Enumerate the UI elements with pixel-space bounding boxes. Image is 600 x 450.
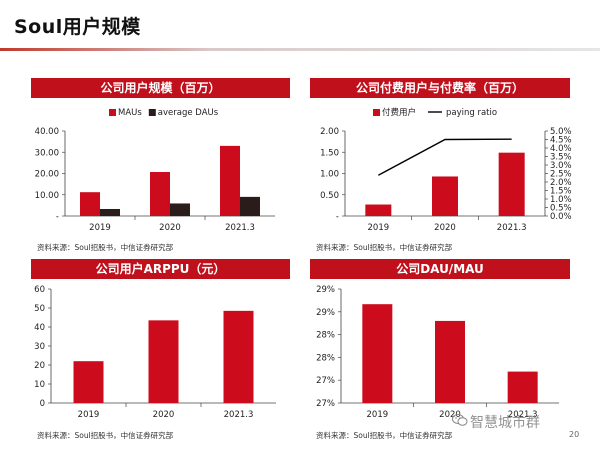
bar <box>432 176 458 216</box>
chart-users: - 10.00 20.00 30.00 40.00 2019 2020 2021.3 MAUs a… <box>35 108 275 233</box>
x-tick-label: 2019 <box>78 410 100 420</box>
y-tick-label: 28% <box>316 331 335 341</box>
y2-tick-label: 4.0% <box>550 144 572 154</box>
chart-arppu: 0 10 20 30 40 50 60 2019 2020 2021.3 <box>34 285 276 420</box>
y-tick-label: 30 <box>34 342 45 352</box>
chart-daumau-source: 资料来源：Soul招股书，中信证券研究部 <box>316 431 453 440</box>
y-tick-label: 40.00 <box>35 127 59 137</box>
legend-swatch <box>373 109 380 116</box>
y-tick-label: 60 <box>34 285 45 295</box>
y-tick-label: 20.00 <box>35 170 59 180</box>
chart-arppu-title: 公司用户ARPPU（元） <box>31 259 290 279</box>
chart-paying-title: 公司付费用户与付费率（百万） <box>310 78 570 98</box>
bar <box>150 172 170 216</box>
bar <box>362 304 393 403</box>
x-tick-label: 2021.3 <box>224 410 254 420</box>
x-tick-label: 2020 <box>153 410 175 420</box>
x-tick-label: 2019 <box>367 410 389 420</box>
x-tick-label: 2021.3 <box>225 223 255 233</box>
x-tick-label: 2021.3 <box>508 410 538 420</box>
y-tick-label: 50 <box>34 304 45 314</box>
y-tick-label: 10 <box>34 380 45 390</box>
y-tick-label: 30.00 <box>35 148 59 158</box>
y-tick-label: 0.50 <box>320 191 339 201</box>
legend-label: paying ratio <box>446 108 497 118</box>
y-tick-label: 29% <box>316 285 335 295</box>
page-title: Soul用户规模 <box>14 16 141 38</box>
y-tick-label: 20 <box>34 361 45 371</box>
chart-paying-source: 资料来源：Soul招股书，中信证券研究部 <box>316 243 453 252</box>
chart-paying: - 0.50 1.00 1.50 2.00 0.0%0.5%1.0%1.5%2.0%2.5… <box>320 107 572 233</box>
y-tick-label: 40 <box>34 323 45 333</box>
y-tick-label: 27% <box>316 399 335 409</box>
y2-tick-label: 3.5% <box>550 153 572 163</box>
chart-daumau-title: 公司DAU/MAU <box>310 259 570 279</box>
y2-tick-label: 4.5% <box>550 136 572 146</box>
y-tick-label: 10.00 <box>35 191 59 201</box>
bar <box>220 145 240 216</box>
y-tick-label: - <box>56 212 59 222</box>
y2-tick-label: 3.0% <box>550 161 572 171</box>
bar <box>223 310 254 403</box>
bar <box>73 361 104 403</box>
bar <box>365 204 392 216</box>
y2-tick-label: 1.5% <box>550 187 572 197</box>
title-divider <box>0 48 600 51</box>
wechat-icon <box>452 414 468 426</box>
bar <box>435 320 465 403</box>
x-tick-label: 2021.3 <box>497 223 527 233</box>
chart-users-source: 资料来源：Soul招股书，中信证券研究部 <box>37 243 174 252</box>
legend-label: average DAUs <box>158 108 219 118</box>
legend-label: 付费用户 <box>382 107 416 118</box>
chart-daumau: 27% 27% 28% 28% 29% 29% 2019 2020 2021.3 <box>316 285 559 420</box>
y-tick-label: 28% <box>316 353 335 363</box>
y2-tick-label: 2.0% <box>550 178 572 188</box>
bar <box>507 371 538 403</box>
x-tick-label: 2020 <box>439 410 461 420</box>
y-tick-label: 27% <box>316 376 335 386</box>
y-tick-label: 0 <box>40 399 45 409</box>
x-tick-label: 2020 <box>434 223 456 233</box>
y2-tick-label: 1.0% <box>550 195 572 205</box>
x-tick-label: 2019 <box>368 223 390 233</box>
bar <box>100 208 120 216</box>
bar <box>240 196 260 216</box>
bar <box>498 152 525 216</box>
bar <box>80 192 100 216</box>
y-tick-label: 1.00 <box>320 170 339 180</box>
legend-swatch <box>148 109 156 116</box>
chart-arppu-source: 资料来源：Soul招股书，中信证券研究部 <box>37 431 174 440</box>
y-tick-label: 29% <box>316 308 335 318</box>
y2-tick-label: 0.5% <box>550 204 572 214</box>
y2-tick-label: 2.5% <box>550 170 572 180</box>
y-tick-label: 2.00 <box>320 127 339 137</box>
legend-swatch <box>109 109 116 116</box>
page-number: 20 <box>569 430 580 439</box>
series-line <box>378 138 512 176</box>
x-tick-label: 2019 <box>89 223 111 233</box>
legend-label: MAUs <box>118 108 142 118</box>
y-tick-label: - <box>336 212 339 222</box>
bar <box>170 203 190 216</box>
bar <box>148 320 179 403</box>
x-tick-label: 2020 <box>159 223 181 233</box>
watermark: 智慧城市群 <box>470 415 540 431</box>
y2-tick-label: 5.0% <box>550 127 572 137</box>
y2-tick-label: 0.0% <box>550 212 572 222</box>
y-tick-label: 1.50 <box>320 148 339 158</box>
chart-users-title: 公司用户规模（百万） <box>31 78 290 98</box>
